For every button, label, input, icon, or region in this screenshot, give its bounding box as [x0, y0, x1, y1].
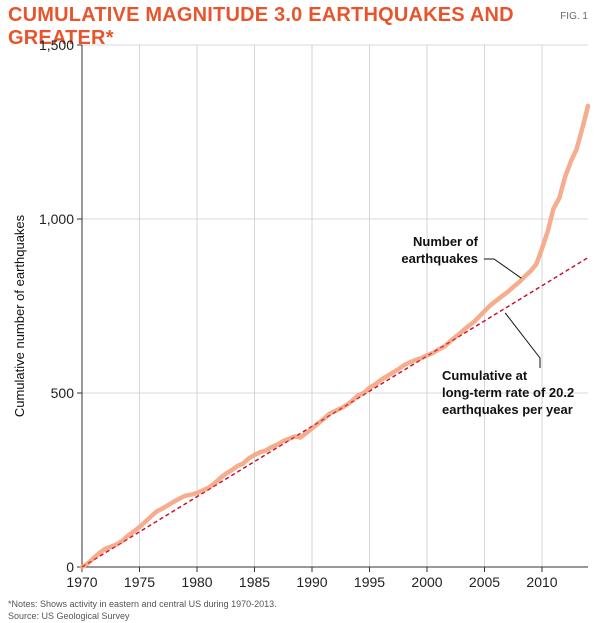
x-tick-label: 2000 [411, 574, 442, 590]
x-tick-label: 1970 [66, 574, 97, 590]
annotation-long-term-rate: earthquakes per year [442, 402, 573, 417]
y-tick-label: 1,500 [39, 37, 74, 53]
x-tick-label: 1990 [296, 574, 327, 590]
footnote-text: *Notes: Shows activity in eastern and ce… [8, 599, 277, 609]
annotation-number-of-earthquakes: Number of [413, 234, 479, 249]
x-tick-label: 1980 [181, 574, 212, 590]
annotation-number-of-earthquakes: earthquakes [401, 251, 478, 266]
source-text: Source: US Geological Survey [8, 611, 130, 621]
x-tick-label: 2005 [469, 574, 500, 590]
footnotes: *Notes: Shows activity in eastern and ce… [8, 598, 277, 622]
x-tick-label: 2010 [526, 574, 557, 590]
chart-title: CUMULATIVE MAGNITUDE 3.0 EARTHQUAKES AND… [8, 4, 514, 49]
gridlines [82, 44, 588, 567]
tick-labels: 1970 1975 1980 1985 1990 1995 2000 2005 2010 0 500… [39, 37, 558, 590]
annotation-long-term-rate: long-term rate of 20.2 [442, 385, 574, 400]
series-long-term-rate-overlay [81, 257, 589, 568]
annotation-leader-line [504, 312, 541, 368]
y-tick-label: 500 [51, 385, 75, 401]
x-tick-label: 1985 [239, 574, 270, 590]
axes [77, 44, 588, 572]
annotations: Number of earthquakes Cumulative at long-te… [401, 234, 574, 417]
series [79, 103, 591, 570]
x-tick-label: 1995 [354, 574, 385, 590]
figure-label: FIG. 1 [560, 11, 588, 22]
annotation-leader-line [484, 258, 522, 279]
annotation-long-term-rate: Cumulative at [442, 368, 528, 383]
chart-svg: 1970 1975 1980 1985 1990 1995 2000 2005 2010 0 500… [12, 37, 591, 590]
x-tick-label: 1975 [124, 574, 155, 590]
y-tick-label: 0 [66, 559, 74, 575]
y-tick-label: 1,000 [39, 211, 74, 227]
series-number-of-earthquakes-line [79, 103, 591, 570]
y-axis-label: Cumulative number of earthquakes [12, 214, 27, 417]
